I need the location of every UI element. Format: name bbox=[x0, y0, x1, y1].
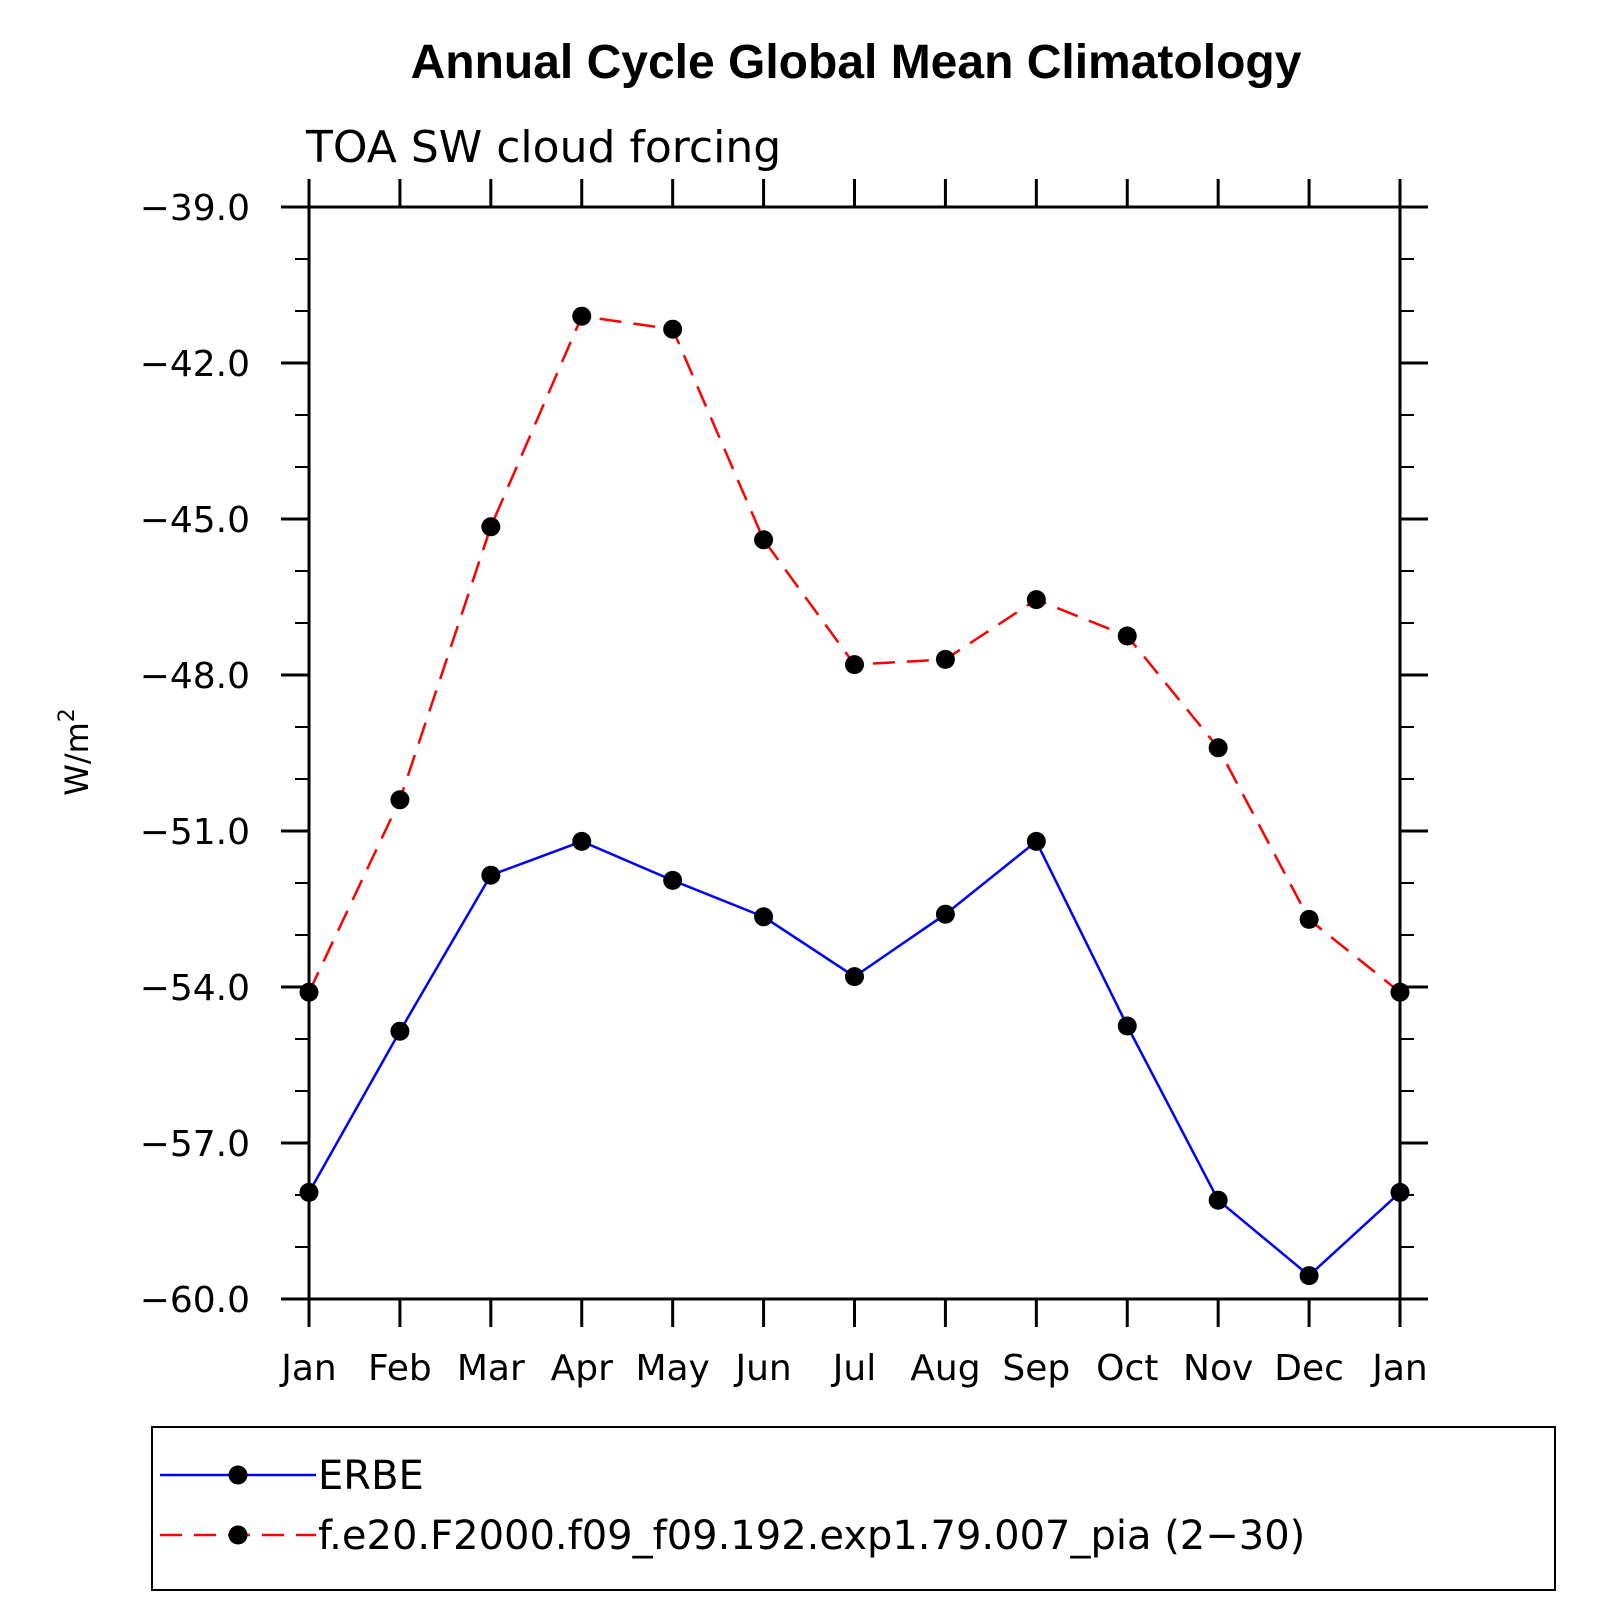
series-1-point bbox=[663, 870, 683, 890]
x-tick-label: Nov bbox=[1183, 1348, 1253, 1389]
svg-text:W/m2: W/m2 bbox=[55, 708, 96, 796]
plot-frame bbox=[307, 205, 1402, 1301]
axes: −39.0 −42.0 −45.0 −48.0 −51.0 −54.0 −57.0 −60.0… bbox=[140, 179, 1428, 1389]
legend-label-1: ERBE bbox=[318, 1453, 424, 1499]
series-2-point bbox=[845, 655, 864, 675]
series-1-point bbox=[1026, 831, 1046, 851]
y-axis-label-superscript: 2 bbox=[55, 708, 80, 722]
y-tick-label: −57.0 bbox=[140, 1124, 250, 1165]
y-tick-label: −60.0 bbox=[140, 1280, 250, 1321]
y-axis-label-text: W/m bbox=[58, 722, 96, 796]
y-tick-label: −51.0 bbox=[140, 812, 250, 853]
x-tick-label: Feb bbox=[368, 1348, 432, 1389]
chart-title: Annual Cycle Global Mean Climatology bbox=[411, 36, 1302, 89]
series-1-point bbox=[935, 904, 955, 924]
x-tick-label: Jul bbox=[831, 1348, 876, 1389]
series-2-point bbox=[754, 530, 774, 550]
legend: ERBE f.e20.F2000.f09_f09.192.exp1.79.007_… bbox=[151, 1426, 1556, 1591]
y-axis-label: W/m2 bbox=[55, 708, 96, 796]
series-1-point bbox=[481, 865, 501, 885]
series-2-point bbox=[1026, 590, 1046, 610]
series-2-point bbox=[1299, 909, 1319, 929]
plot-series bbox=[299, 306, 1410, 1286]
x-tick-label: Mar bbox=[457, 1348, 525, 1389]
y-tick-label: −42.0 bbox=[140, 344, 250, 385]
series-1-point bbox=[1117, 1016, 1137, 1036]
x-tick-label: Dec bbox=[1274, 1348, 1344, 1389]
y-tick-label: −48.0 bbox=[140, 656, 250, 697]
series-1-point bbox=[754, 907, 774, 927]
y-tick-label: −45.0 bbox=[140, 500, 250, 541]
legend-label-2: f.e20.F2000.f09_f09.192.exp1.79.007_pia … bbox=[318, 1513, 1305, 1559]
x-tick-label: Aug bbox=[910, 1348, 980, 1389]
series-line-1 bbox=[307, 839, 1401, 1278]
x-tick-label: Apr bbox=[551, 1348, 613, 1389]
series-2-point bbox=[663, 319, 683, 339]
series-1-point bbox=[390, 1021, 410, 1041]
x-tick-label: Oct bbox=[1096, 1348, 1158, 1389]
series-1-point bbox=[1299, 1266, 1319, 1286]
y-tick-label: −39.0 bbox=[140, 188, 250, 229]
x-tick-label: May bbox=[635, 1348, 709, 1389]
series-1-point bbox=[845, 967, 864, 987]
series-1-point bbox=[572, 831, 592, 851]
legend-box bbox=[151, 1426, 1556, 1591]
series-2-point bbox=[935, 649, 955, 669]
series-2-point bbox=[481, 517, 501, 537]
legend-marker-1 bbox=[228, 1465, 248, 1485]
legend-marker-2 bbox=[228, 1525, 248, 1545]
x-tick-label: Sep bbox=[1002, 1348, 1070, 1389]
series-line-2 bbox=[307, 314, 1401, 994]
series-2-point bbox=[390, 790, 410, 810]
series-2-point bbox=[1117, 626, 1137, 646]
x-tick-label: Jan bbox=[1370, 1348, 1428, 1389]
x-tick-label: Jan bbox=[279, 1348, 337, 1389]
series-2-point bbox=[572, 306, 592, 326]
y-tick-label: −54.0 bbox=[140, 968, 250, 1009]
x-tick-label: Jun bbox=[733, 1348, 791, 1389]
series-2-point bbox=[1208, 738, 1228, 758]
series-1-point bbox=[1208, 1190, 1228, 1210]
chart-subtitle: TOA SW cloud forcing bbox=[305, 122, 781, 173]
